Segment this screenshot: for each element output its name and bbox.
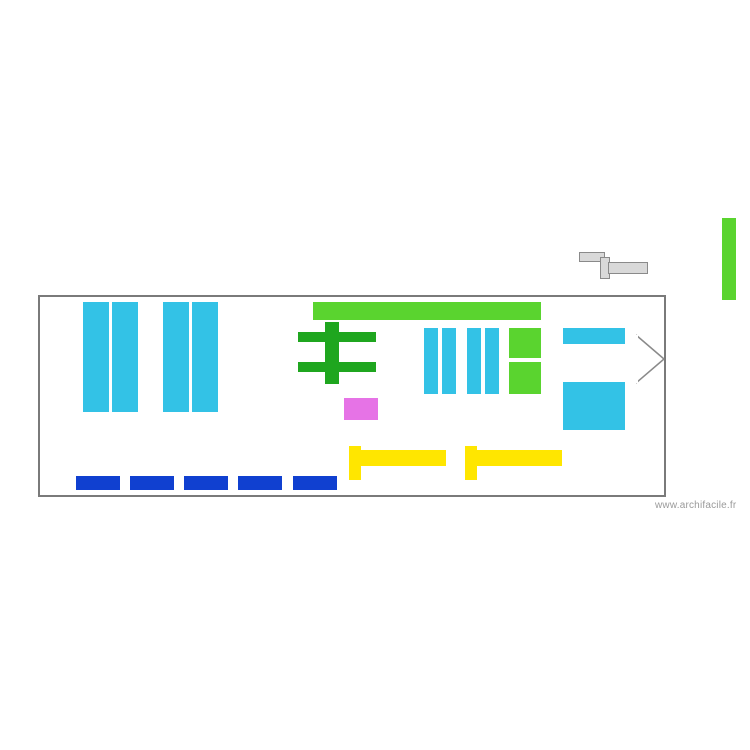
magenta-box [344,398,378,420]
yellow-l-arm [360,450,446,466]
cyan-mid-3 [467,328,481,394]
ext-green-bar [722,218,736,300]
cyan-col-4 [192,302,218,412]
cyan-col-3 [163,302,189,412]
cyan-col-1 [83,302,109,412]
lime-top-bar [313,302,541,320]
lime-sq-bot [509,362,541,394]
floorplan-canvas: www.archifacile.fr [0,0,750,750]
door-symbol [636,335,676,395]
lime-sq-top [509,328,541,358]
watermark-text: www.archifacile.fr [655,500,736,511]
yellow-r-arm [476,450,562,466]
blue-2 [130,476,174,490]
ext-grey-right [608,262,648,274]
cyan-mid-4 [485,328,499,394]
blue-1 [76,476,120,490]
blue-4 [238,476,282,490]
green-h1 [298,332,376,342]
blue-5 [293,476,337,490]
blue-3 [184,476,228,490]
cyan-mid-2 [442,328,456,394]
cyan-mid-1 [424,328,438,394]
green-h2 [298,362,376,372]
cyan-right-big [563,382,625,430]
cyan-col-2 [112,302,138,412]
cyan-right-bar [563,328,625,344]
